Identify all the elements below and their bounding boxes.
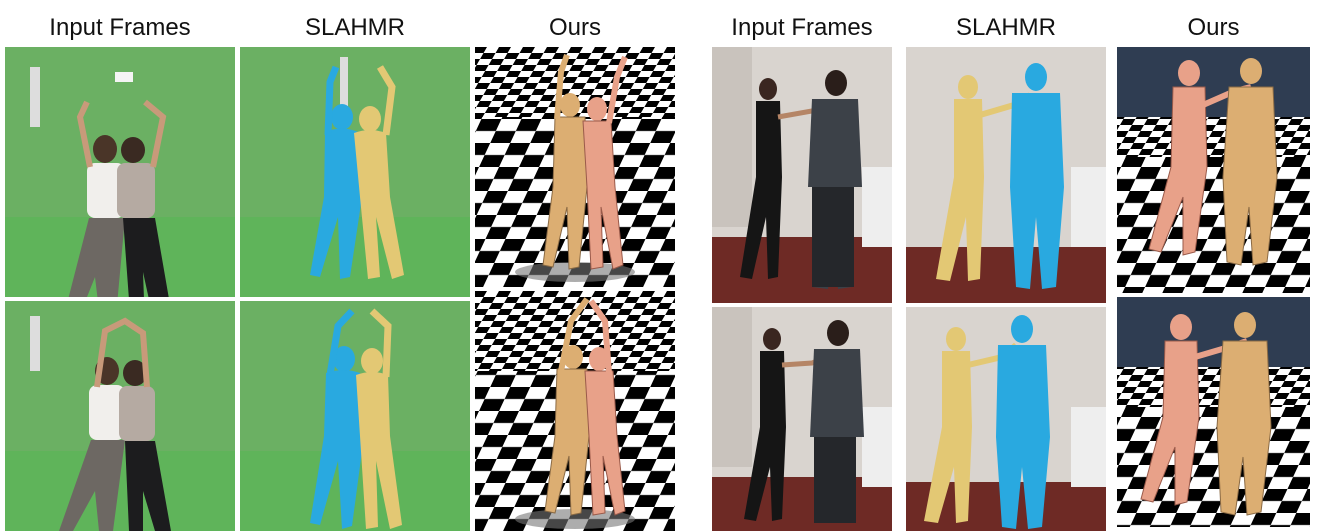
ours-right-top — [1117, 47, 1310, 293]
input-frame-right-top — [712, 47, 892, 303]
ours-right-top-image — [1117, 47, 1310, 293]
ours-left-bottom — [475, 291, 675, 531]
input-frame-left-bottom — [5, 301, 235, 531]
header-input-frames-left: Input Frames — [49, 14, 191, 41]
header-slahmr-left: SLAHMR — [304, 14, 406, 41]
header-input-frames-right: Input Frames — [731, 14, 873, 41]
slahmr-right-top-image — [906, 47, 1106, 303]
input-frame-left-top-image — [5, 47, 235, 297]
input-frame-right-top-image — [712, 47, 892, 303]
slahmr-left-bottom-image — [240, 301, 470, 531]
slahmr-left-top — [240, 47, 470, 297]
header-ours-left: Ours — [548, 14, 601, 41]
slahmr-left-top-image — [240, 47, 470, 297]
slahmr-right-bottom — [906, 307, 1106, 531]
ours-right-bottom-image — [1117, 297, 1310, 527]
ours-right-bottom — [1117, 297, 1310, 527]
ours-left-top-image — [475, 47, 675, 287]
header-ours-right: Ours — [1187, 14, 1240, 41]
input-frame-left-bottom-image — [5, 301, 235, 531]
input-frame-left-top — [5, 47, 235, 297]
input-frame-right-bottom — [712, 307, 892, 531]
slahmr-right-bottom-image — [906, 307, 1106, 531]
slahmr-right-top — [906, 47, 1106, 303]
ours-left-bottom-image — [475, 291, 675, 531]
ours-left-top — [475, 47, 675, 287]
input-frame-right-bottom-image — [712, 307, 892, 531]
slahmr-left-bottom — [240, 301, 470, 531]
header-slahmr-right: SLAHMR — [955, 14, 1057, 41]
